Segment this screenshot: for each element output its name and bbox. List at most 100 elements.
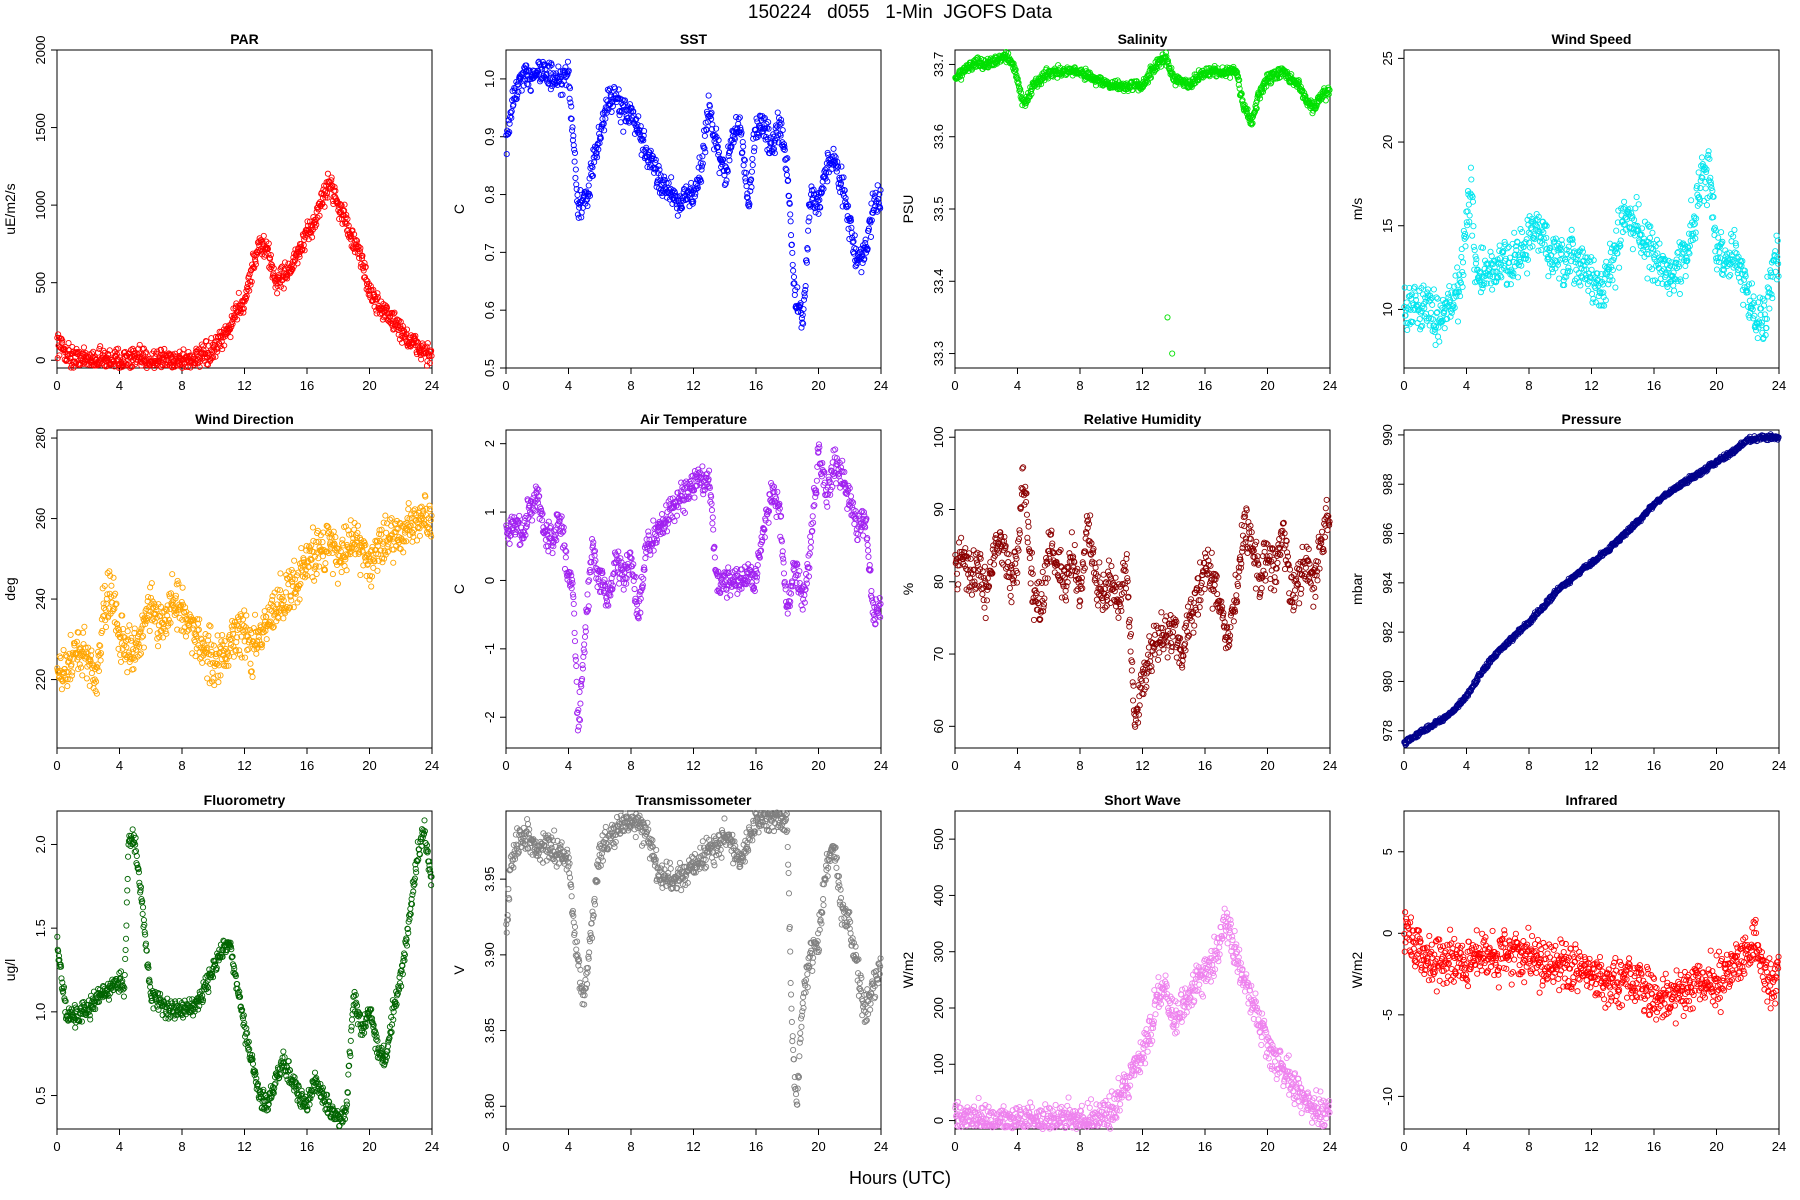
data-point: [119, 645, 126, 652]
data-point: [1468, 176, 1475, 183]
data-point: [63, 668, 70, 675]
data-point: [1565, 243, 1572, 250]
data-point: [1710, 193, 1717, 200]
data-point: [1603, 258, 1610, 265]
data-point: [575, 706, 582, 713]
data-point: [165, 616, 172, 623]
data-point: [1704, 154, 1711, 161]
data-point: [750, 148, 758, 155]
data-point: [858, 269, 865, 276]
x-tick-label: 4: [1463, 378, 1470, 393]
data-point: [334, 580, 341, 587]
data-point: [162, 605, 170, 613]
data-point: [770, 145, 778, 153]
data-point: [774, 109, 781, 116]
data-point: [800, 320, 807, 327]
data-point: [506, 540, 513, 547]
data-point: [426, 502, 433, 509]
data-point: [665, 180, 672, 187]
data-point: [572, 174, 579, 182]
data-point: [689, 200, 696, 207]
x-tick-label: 12: [237, 378, 251, 393]
data-point: [720, 156, 727, 163]
data-point: [1557, 246, 1564, 254]
data-point: [582, 628, 589, 635]
data-point: [595, 146, 602, 153]
data-point: [309, 234, 316, 241]
data-point: [424, 340, 431, 347]
data-point: [845, 225, 852, 232]
data-point: [61, 665, 68, 672]
x-tick-label: 16: [1647, 378, 1661, 393]
data-point: [1635, 201, 1642, 208]
data-point: [563, 548, 570, 555]
data-point: [1548, 252, 1555, 259]
data-point: [1236, 77, 1243, 84]
data-point: [598, 588, 605, 595]
data-point: [221, 342, 228, 349]
data-point: [1538, 227, 1545, 234]
data-point: [786, 200, 793, 207]
data-point: [199, 659, 206, 666]
data-point: [252, 261, 259, 268]
data-point: [219, 641, 226, 648]
data-point: [785, 193, 793, 200]
data-point: [81, 623, 88, 630]
data-point: [507, 532, 514, 539]
data-point: [1769, 295, 1776, 302]
data-point: [569, 580, 576, 587]
data-point: [1699, 174, 1706, 181]
data-point: [1718, 229, 1725, 236]
data-point: [1496, 242, 1503, 249]
data-point: [1505, 243, 1512, 251]
data-point: [531, 507, 539, 514]
data-point: [291, 557, 298, 564]
data-point: [286, 604, 294, 611]
data-point: [1587, 258, 1594, 265]
data-point: [1712, 227, 1719, 234]
y-tick-label: 2: [482, 440, 497, 447]
data-point: [225, 662, 232, 669]
data-point: [1772, 248, 1779, 255]
data-point: [1578, 273, 1585, 280]
data-point: [506, 129, 513, 136]
data-point: [579, 675, 586, 683]
data-point: [374, 290, 381, 297]
data-point: [251, 264, 258, 271]
data-point: [368, 583, 375, 590]
data-point: [814, 203, 821, 210]
y-tick-label: 10: [1380, 302, 1395, 316]
y-tick-label: 0.7: [482, 243, 497, 261]
data-point: [773, 122, 780, 129]
data-point: [1411, 283, 1418, 290]
data-point: [204, 675, 211, 682]
data-point: [824, 178, 831, 185]
data-point: [591, 547, 599, 555]
data-point: [1605, 281, 1612, 288]
data-point: [652, 156, 659, 163]
data-point: [280, 285, 287, 292]
data-point: [387, 535, 394, 542]
data-point: [1756, 320, 1763, 327]
data-point: [539, 517, 546, 524]
data-point: [861, 255, 868, 262]
data-point: [428, 512, 435, 519]
data-point: [123, 644, 130, 651]
data-point: [280, 615, 287, 622]
data-point: [131, 629, 138, 636]
data-point: [555, 63, 562, 70]
data-point: [403, 326, 411, 333]
data-point: [1763, 315, 1770, 322]
data-point: [151, 600, 158, 607]
data-point: [571, 638, 579, 645]
data-point: [214, 660, 221, 667]
data-point: [772, 125, 779, 132]
data-point: [324, 190, 331, 197]
data-point: [1458, 253, 1465, 261]
data-point: [418, 503, 425, 510]
data-point: [67, 676, 74, 683]
data-point: [391, 309, 398, 316]
data-point: [1760, 302, 1768, 309]
data-point: [305, 563, 312, 570]
data-point: [95, 667, 102, 675]
